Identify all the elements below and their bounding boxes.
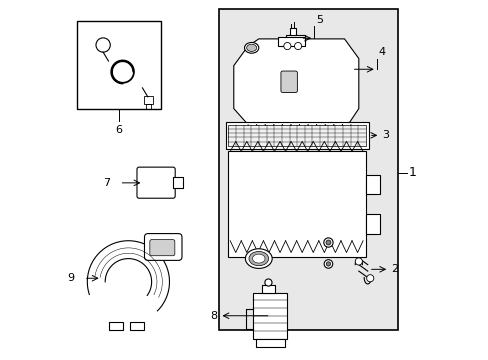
FancyBboxPatch shape (144, 234, 182, 260)
Circle shape (366, 275, 373, 282)
Bar (108, 322, 123, 330)
Circle shape (325, 240, 330, 245)
FancyBboxPatch shape (149, 240, 175, 256)
Bar (253, 293, 287, 339)
Bar (144, 96, 153, 104)
Bar (225, 122, 368, 149)
Text: 4: 4 (378, 47, 385, 57)
Circle shape (324, 260, 332, 268)
Ellipse shape (245, 249, 272, 269)
Circle shape (294, 42, 301, 50)
Text: 3: 3 (381, 130, 388, 140)
Bar (278, 37, 305, 46)
Text: 6: 6 (115, 125, 122, 135)
Text: 5: 5 (315, 15, 322, 24)
Bar (145, 104, 151, 109)
Bar (219, 9, 397, 330)
Bar (130, 322, 144, 330)
Text: 8: 8 (210, 311, 217, 321)
Ellipse shape (246, 44, 256, 51)
Bar (285, 35, 305, 42)
Text: 7: 7 (103, 178, 110, 188)
Ellipse shape (248, 251, 268, 266)
Bar (228, 152, 365, 257)
Ellipse shape (244, 42, 258, 53)
Bar (365, 214, 379, 234)
Circle shape (354, 258, 362, 265)
Text: 2: 2 (390, 264, 397, 274)
FancyBboxPatch shape (137, 167, 175, 198)
Bar (289, 28, 296, 35)
Text: 1: 1 (408, 166, 416, 179)
Bar (228, 125, 365, 146)
Bar (77, 21, 160, 109)
Ellipse shape (252, 254, 264, 263)
Bar (262, 285, 274, 293)
Polygon shape (233, 39, 358, 125)
Text: 9: 9 (67, 273, 75, 283)
Circle shape (325, 262, 330, 266)
Bar (365, 175, 379, 194)
Circle shape (323, 238, 332, 247)
FancyBboxPatch shape (281, 71, 297, 93)
Circle shape (283, 42, 290, 50)
Circle shape (264, 279, 271, 286)
Bar (173, 177, 183, 188)
Bar (256, 339, 285, 347)
